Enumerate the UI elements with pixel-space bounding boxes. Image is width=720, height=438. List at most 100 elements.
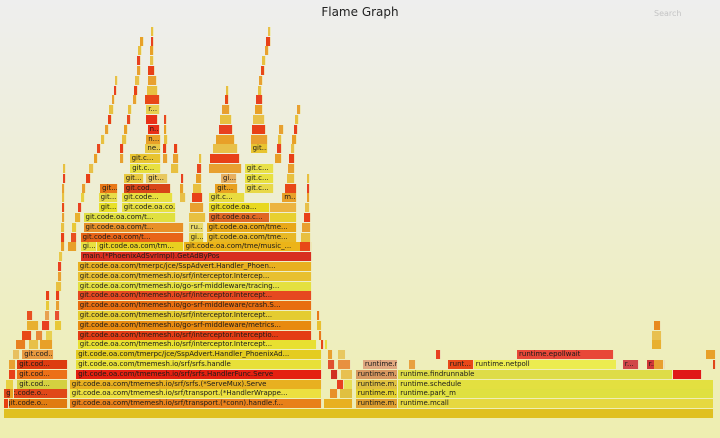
flame-frame[interactable] (36, 330, 44, 340)
flame-frame[interactable]: git.c... (129, 154, 162, 164)
flame-frame[interactable] (5, 379, 15, 389)
flame-frame[interactable] (262, 56, 267, 66)
flame-frame[interactable]: gi... (188, 232, 204, 242)
flame-frame[interactable] (270, 203, 298, 213)
flame-frame[interactable] (705, 350, 716, 360)
flame-frame[interactable]: runtime.park_m (398, 389, 715, 399)
flame-frame[interactable] (275, 154, 283, 164)
flame-frame[interactable]: runtime.findrunnable (398, 369, 674, 379)
flame-frame[interactable]: git.code.oa.com/tmemesh.io/srf/transport… (69, 399, 323, 409)
flame-frame[interactable] (133, 85, 139, 95)
flame-frame[interactable]: git.cod... (17, 360, 68, 369)
flame-frame[interactable] (712, 360, 717, 369)
flame-frame[interactable] (171, 164, 179, 173)
flame-frame[interactable] (136, 56, 142, 66)
flame-frame[interactable]: git... (123, 173, 144, 183)
flame-frame[interactable] (119, 154, 124, 164)
flame-frame[interactable]: git.code.oa.co... (121, 203, 177, 213)
flame-frame[interactable] (339, 389, 353, 399)
flame-frame[interactable] (132, 95, 137, 105)
flame-frame[interactable] (296, 105, 301, 115)
flame-frame[interactable] (164, 134, 169, 144)
flame-frame[interactable]: runtime.netpoll (473, 360, 618, 369)
flame-frame[interactable] (105, 124, 110, 134)
flame-frame[interactable]: n... (147, 124, 160, 134)
flame-frame[interactable] (60, 232, 65, 242)
flame-frame[interactable] (267, 26, 271, 36)
flame-frame[interactable] (266, 36, 271, 46)
flame-frame[interactable]: git.code.oa.com/tmerpc/jce/SspAdvert.Han… (76, 350, 323, 360)
flame-frame[interactable] (299, 242, 311, 252)
flame-frame[interactable] (82, 183, 87, 193)
flame-frame[interactable]: git.code.oa.com/tme... (206, 232, 298, 242)
flame-frame[interactable] (260, 66, 265, 75)
flame-frame[interactable] (148, 75, 157, 85)
flame-frame[interactable] (197, 164, 202, 173)
flame-frame[interactable] (56, 291, 61, 301)
flame-frame[interactable]: git... (98, 193, 118, 203)
flame-frame[interactable] (673, 369, 702, 379)
flame-frame[interactable] (198, 154, 202, 164)
flame-frame[interactable]: git.code.oa.com/tmemesh.io/srf/intercept… (77, 340, 317, 350)
flame-frame[interactable] (253, 115, 265, 124)
flame-frame[interactable] (139, 36, 144, 46)
flame-frame[interactable] (61, 213, 65, 222)
flame-frame[interactable]: git.code.o... (4, 389, 68, 399)
flame-frame[interactable] (295, 115, 300, 124)
flame-frame[interactable] (208, 164, 242, 173)
flame-frame[interactable] (21, 330, 32, 340)
flame-frame[interactable] (56, 301, 61, 311)
flame-frame[interactable]: ru... (188, 222, 204, 232)
flame-frame[interactable]: git.code.oa.com/tmemesh.io/go-srf-middle… (77, 301, 313, 311)
flame-frame[interactable] (338, 360, 352, 369)
flame-frame[interactable] (74, 213, 81, 222)
flame-frame[interactable] (220, 115, 232, 124)
flame-frame[interactable] (93, 154, 98, 164)
flame-frame[interactable] (56, 281, 62, 291)
flame-frame[interactable]: git.c... (130, 164, 162, 173)
flame-frame[interactable] (289, 154, 296, 164)
flame-frame[interactable]: git.cod... (22, 350, 54, 360)
flame-frame[interactable] (331, 369, 339, 379)
search-button[interactable]: Search (654, 9, 682, 18)
flame-frame[interactable] (302, 222, 311, 232)
flame-frame[interactable] (72, 222, 77, 232)
flame-frame[interactable] (164, 115, 168, 124)
flame-frame[interactable] (319, 330, 322, 340)
flame-frame[interactable] (190, 203, 205, 213)
flame-frame[interactable] (40, 340, 54, 350)
flame-frame[interactable] (60, 242, 65, 252)
flame-frame[interactable] (46, 330, 54, 340)
flame-frame[interactable]: git.code.oa.com/tmemesh.io/srf/srfs.hand… (76, 360, 323, 369)
flame-frame[interactable] (257, 85, 263, 95)
flame-frame[interactable] (63, 164, 67, 173)
flame-frame[interactable]: git.code.oa.com/tmemesh.io/srf/intercept… (77, 271, 313, 281)
flame-frame[interactable]: git.c... (244, 173, 274, 183)
flame-frame[interactable] (162, 154, 169, 164)
flame-frame[interactable] (10, 389, 15, 399)
flame-frame[interactable] (138, 46, 143, 56)
flame-frame[interactable] (57, 271, 62, 281)
flame-frame[interactable]: git.code.oa.com/tmemesh.io/srf/intercept… (77, 311, 313, 320)
flame-frame[interactable] (63, 173, 67, 183)
flame-frame[interactable] (151, 36, 155, 46)
flame-frame[interactable] (216, 134, 235, 144)
flame-frame[interactable]: runtime.m... (355, 389, 399, 399)
flame-frame[interactable] (337, 379, 344, 389)
flame-frame[interactable]: m... (282, 193, 298, 203)
flame-frame[interactable] (276, 144, 283, 154)
flame-frame[interactable] (46, 301, 51, 311)
flame-frame[interactable] (327, 360, 335, 369)
flame-frame[interactable] (119, 144, 124, 154)
flame-frame[interactable] (100, 134, 106, 144)
flame-frame[interactable] (188, 213, 206, 222)
flame-frame[interactable] (435, 350, 441, 360)
flame-frame[interactable]: git.c... (244, 183, 274, 193)
flame-frame[interactable]: runt... (447, 360, 474, 369)
flame-frame[interactable] (151, 26, 155, 36)
flame-frame[interactable]: git.cod... (17, 369, 68, 379)
flame-frame[interactable]: git.code.oa.com/tm... (97, 242, 184, 252)
flame-frame[interactable] (341, 369, 353, 379)
flame-frame[interactable] (306, 173, 310, 183)
flame-frame[interactable]: git.cod... (123, 183, 172, 193)
